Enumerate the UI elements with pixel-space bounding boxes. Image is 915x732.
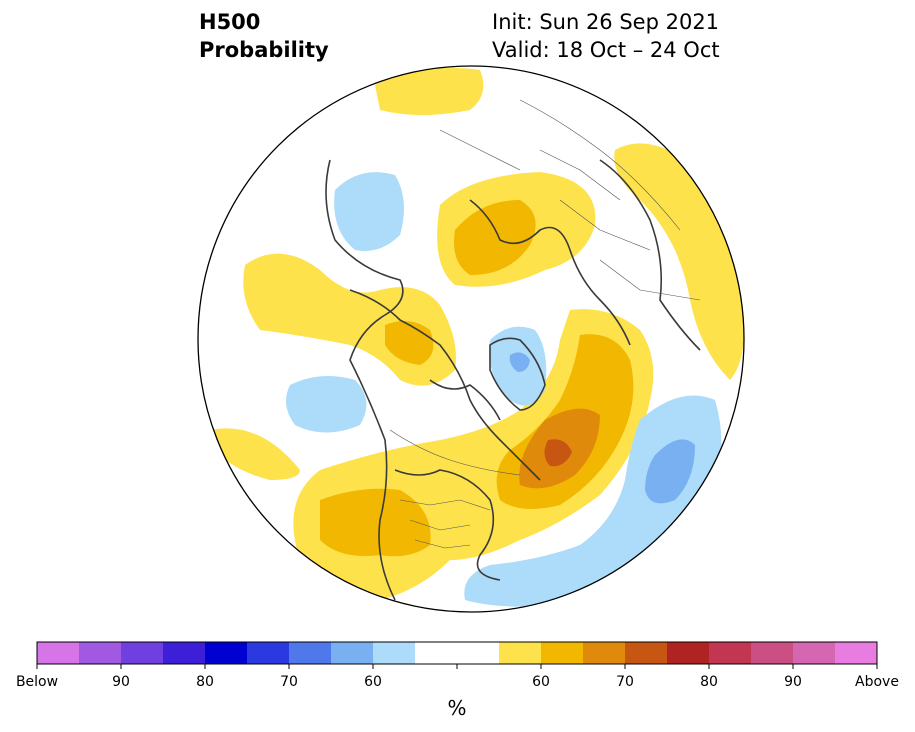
below-mid-greenland — [509, 352, 530, 372]
map-title: H500 Probability — [199, 8, 329, 64]
forecast-dates: Init: Sun 26 Sep 2021 Valid: 18 Oct – 24… — [492, 8, 720, 64]
colorbar-tick-label: Below — [15, 674, 59, 690]
colorbar-swatch — [121, 642, 164, 664]
colorbar-tick-label: Above — [855, 674, 899, 690]
above-deep-hudson — [544, 439, 572, 467]
colorbar-frame — [36, 641, 878, 665]
colorbar-unit: % — [447, 696, 467, 720]
below-mid-atlantic — [645, 439, 695, 504]
colorbar-swatch — [751, 642, 794, 664]
colorbar-swatch — [835, 642, 878, 664]
above-region-north-pacific — [375, 67, 484, 115]
colorbar-swatch — [457, 642, 500, 664]
colorbar-swatch — [499, 642, 542, 664]
below-region-north-pacific-mid — [286, 376, 367, 433]
init-date: Init: Sun 26 Sep 2021 — [492, 10, 720, 34]
colorbar-tick-label: 80 — [196, 674, 214, 690]
colorbar-tick-label: 90 — [112, 674, 130, 690]
title-variable: H500 — [199, 10, 261, 34]
colorbar-swatch — [373, 642, 416, 664]
colorbar-ticks — [36, 664, 878, 669]
colorbar-swatch — [205, 642, 248, 664]
colorbar-swatch — [37, 642, 80, 664]
coastlines — [325, 159, 701, 601]
colorbar-tick-label: 60 — [364, 674, 382, 690]
colorbar-swatch — [709, 642, 752, 664]
colorbar-swatch — [79, 642, 122, 664]
colorbar-swatch — [541, 642, 584, 664]
map-boundary — [197, 65, 745, 613]
colorbar-swatch — [289, 642, 332, 664]
colorbar-swatch — [583, 642, 626, 664]
above-region-western-europe-south — [210, 428, 300, 480]
colorbar-swatch — [331, 642, 374, 664]
political-borders — [389, 99, 701, 549]
title-product: Probability — [199, 38, 329, 62]
colorbar-swatch — [667, 642, 710, 664]
above-mid-siberia — [454, 200, 536, 275]
colorbar-swatch — [163, 642, 206, 664]
colorbar-swatches — [37, 642, 878, 664]
valid-date: Valid: 18 Oct – 24 Oct — [492, 38, 720, 62]
colorbar-swatch — [793, 642, 836, 664]
colorbar-tick-label: 90 — [784, 674, 802, 690]
below-region-central-asia — [334, 172, 404, 251]
polar-probability-map — [197, 65, 745, 613]
above-mid-western-us — [320, 488, 431, 557]
colorbar-tick-label: 70 — [280, 674, 298, 690]
colorbar-tick-label: 80 — [700, 674, 718, 690]
colorbar-swatch — [625, 642, 668, 664]
colorbar-tick-label: 70 — [616, 674, 634, 690]
colorbar-swatch — [415, 642, 458, 664]
colorbar-tick-label: 60 — [532, 674, 550, 690]
colorbar-swatch — [247, 642, 290, 664]
